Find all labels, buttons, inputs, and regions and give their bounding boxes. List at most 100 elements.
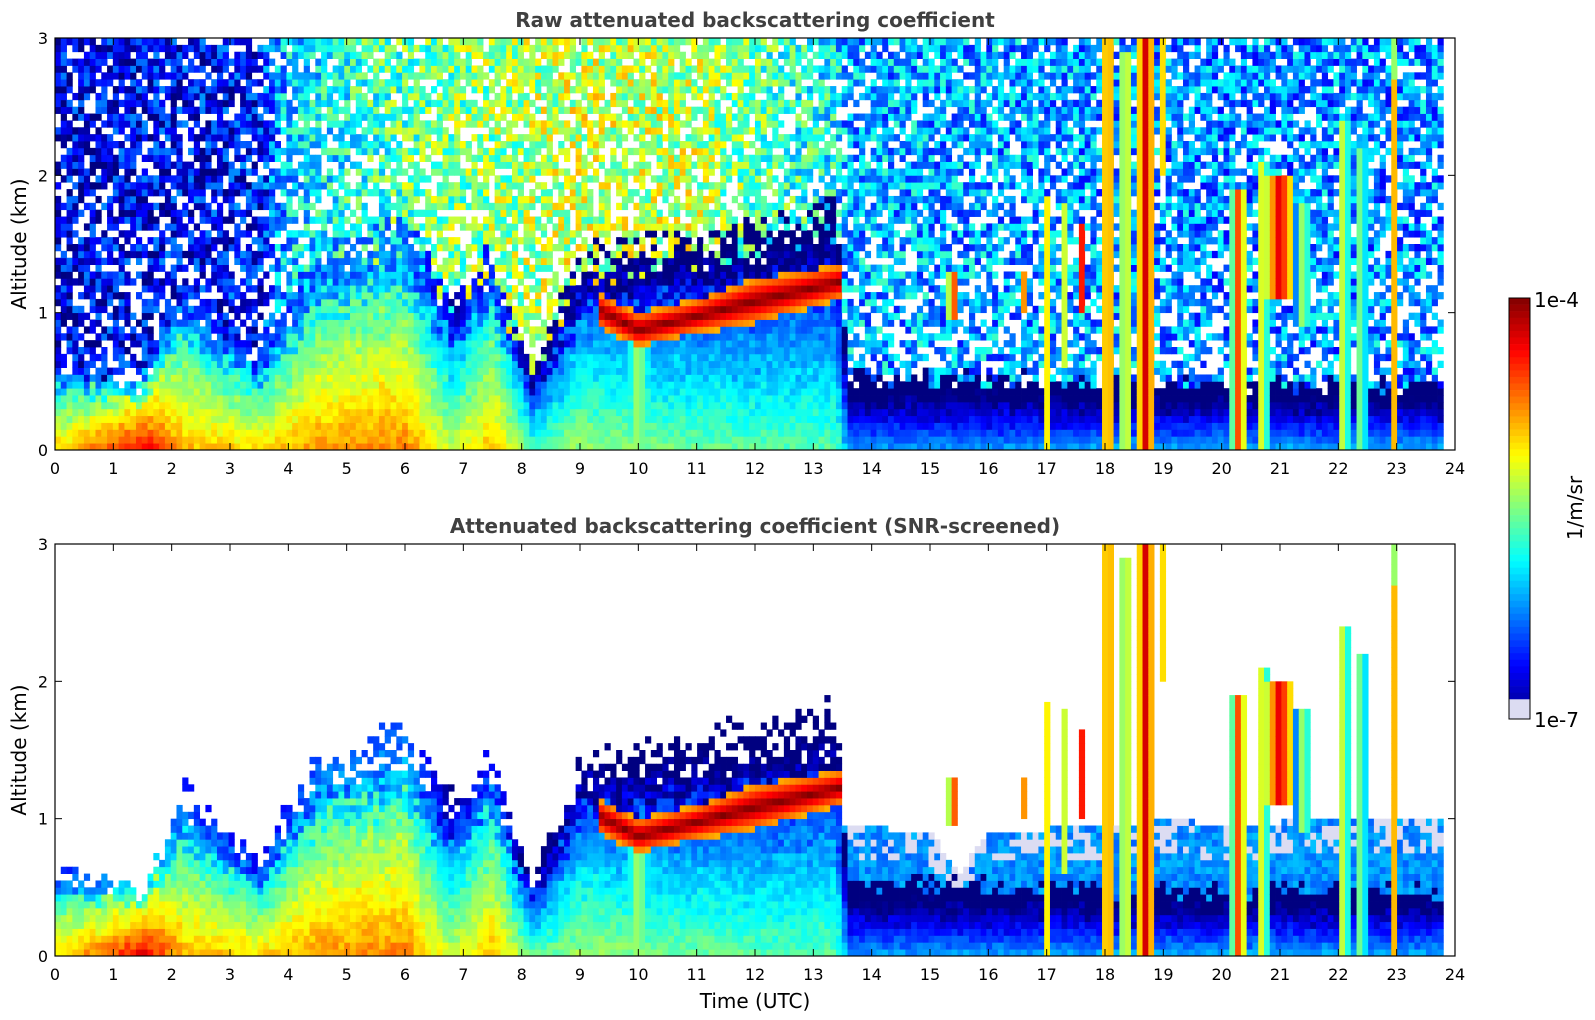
heatmap-cell [269,244,276,252]
heatmap-cell [130,223,137,231]
heatmap-cell [112,44,120,53]
heatmap-cell [164,443,172,450]
heatmap-cell [448,367,455,375]
heatmap-cell [60,443,67,450]
heatmap-cell [112,175,120,183]
heatmap-cell [454,244,461,252]
heatmap-cell [581,175,588,183]
heatmap-cell [257,285,264,293]
heatmap-cell [101,72,108,80]
heatmap-cell [326,436,334,444]
heatmap-cell [222,264,229,272]
heatmap-cell [124,271,131,279]
heatmap-cell [511,65,519,73]
heatmap-cell [500,58,507,66]
heatmap-cell [442,271,449,279]
heatmap-cell [286,271,293,279]
heatmap-cell [454,340,461,348]
heatmap-cell [216,443,224,450]
heatmap-cell [361,175,368,183]
heatmap-cell [598,44,605,53]
heatmap-cell [297,408,305,417]
heatmap-cell [442,141,449,149]
heatmap-cell [483,120,490,128]
heatmap-cell [436,278,443,286]
heatmap-cell [315,353,322,362]
heatmap-cell [564,250,571,259]
heatmap-cell [378,312,386,320]
heatmap-cell [170,278,177,286]
heatmap-cell [442,401,449,410]
heatmap-cell [286,161,293,169]
heatmap-cell [448,408,455,417]
heatmap-cell [153,65,160,73]
heatmap-cell [494,127,501,135]
heatmap-cell [95,92,102,101]
heatmap-cell [384,134,391,142]
heatmap-cell [413,250,420,259]
heatmap-cell [280,92,287,101]
heatmap-cell [425,381,432,389]
heatmap-cell [228,134,235,142]
heatmap-cell [431,285,438,293]
heatmap-cell [500,347,507,355]
heatmap-cell [540,38,548,46]
heatmap-cell [153,408,160,417]
heatmap-cell [425,415,432,423]
heatmap-cell [321,271,328,279]
heatmap-cell [535,422,542,430]
heatmap-cell [575,401,582,410]
heatmap-cell [338,367,345,375]
heatmap-cell [378,134,386,142]
heatmap-cell [309,381,316,389]
heatmap-cell [587,340,594,348]
heatmap-cell [581,79,588,87]
heatmap-cell [540,353,548,362]
heatmap-cell [361,374,368,382]
heatmap-cell [66,415,73,423]
heatmap-cell [419,340,426,348]
heatmap-cell [431,72,438,80]
heatmap-cell [517,340,524,348]
heatmap-cell [569,429,577,437]
heatmap-cell [621,168,629,176]
heatmap-cell [240,175,247,183]
heatmap-cell [135,195,143,204]
heatmap-cell [170,216,177,224]
heatmap-cell [164,237,172,245]
heatmap-cell [147,408,154,417]
heatmap-cell [552,223,559,231]
heatmap-cell [78,278,85,286]
heatmap-cell [170,120,177,128]
heatmap-cell [511,79,519,87]
heatmap-cell [477,340,484,348]
heatmap-cell [66,237,73,245]
heatmap-cell [390,415,397,423]
heatmap-cell [228,333,235,341]
heatmap-cell [367,374,374,382]
heatmap-cell [188,347,195,355]
heatmap-cell [101,154,108,162]
heatmap-cell [303,388,310,396]
heatmap-cell [170,223,177,231]
heatmap-cell [164,367,172,375]
heatmap-cell [309,127,316,135]
heatmap-cell [321,99,328,108]
heatmap-cell [488,86,496,94]
heatmap-cell [448,168,455,176]
heatmap-cell [373,381,380,389]
heatmap-cell [587,401,594,410]
heatmap-cell [263,367,270,375]
heatmap-cell [448,65,455,73]
heatmap-cell [147,381,154,389]
heatmap-cell [286,99,293,108]
heatmap-cell [326,168,334,176]
heatmap-cell [216,237,224,245]
heatmap-cell [494,381,501,389]
heatmap-cell [245,86,253,94]
heatmap-cell [72,168,79,176]
heatmap-cell [303,127,310,135]
heatmap-cell [621,422,629,430]
heatmap-cell [338,223,345,231]
heatmap-cell [598,65,605,73]
